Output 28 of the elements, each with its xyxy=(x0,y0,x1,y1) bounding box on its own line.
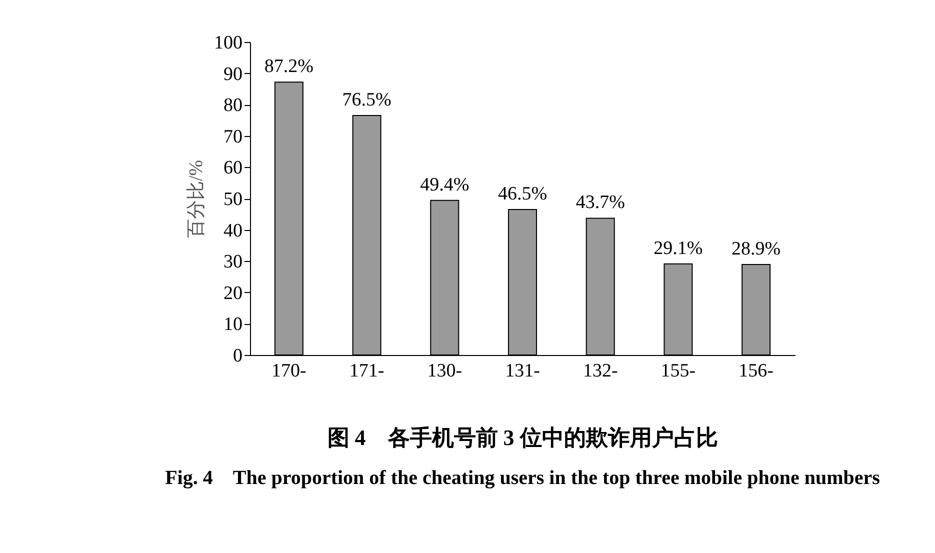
data-label: 28.9% xyxy=(732,238,781,260)
y-axis-title: 百分比/% xyxy=(186,160,207,238)
x-tick-label: 130- xyxy=(427,360,462,382)
y-tick-label: 40 xyxy=(224,220,242,242)
x-tick-label: 156- xyxy=(738,360,774,382)
x-tick-label: 170- xyxy=(272,360,306,382)
y-tick-label: 0 xyxy=(233,346,242,366)
y-tick-label: 80 xyxy=(224,95,242,116)
y-tick-label: 30 xyxy=(224,252,242,273)
data-label: 43.7% xyxy=(576,192,626,214)
y-tick-label: 50 xyxy=(224,189,242,210)
y-tick-label: 90 xyxy=(224,64,242,85)
text: 图 4 各手机号前 3 位中的欺诈用户占比 xyxy=(327,425,718,450)
data-label: 49.4% xyxy=(420,174,470,196)
data-label: 76.5% xyxy=(342,90,392,111)
text: Fig. 4 The proportion of the cheating users in the top three mobile phone numbers xyxy=(165,467,880,489)
x-tick-label: 155- xyxy=(660,360,696,382)
y-tick-label: 60 xyxy=(224,158,242,179)
y-tick-label: 70 xyxy=(224,126,242,148)
data-label: 46.5% xyxy=(498,183,548,204)
y-tick-label: 20 xyxy=(224,282,242,304)
x-tick-label: 171- xyxy=(349,360,384,382)
data-label: 29.1% xyxy=(654,238,703,259)
x-tick-label: 131- xyxy=(505,360,540,382)
y-tick-label: 10 xyxy=(224,314,242,336)
data-label: 87.2% xyxy=(264,56,314,78)
x-tick-label: 132- xyxy=(582,360,618,382)
y-tick-label: 100 xyxy=(214,32,242,54)
